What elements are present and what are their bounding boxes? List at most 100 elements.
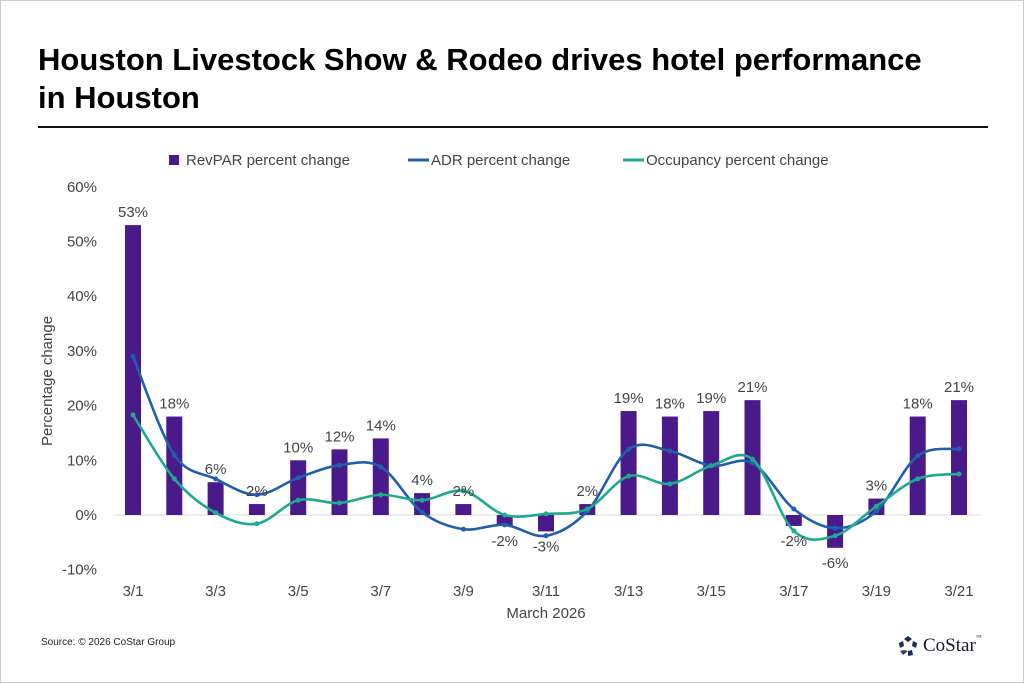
legend-label-adr: ADR percent change	[431, 152, 570, 169]
revpar-bar	[703, 411, 720, 515]
revpar-data-label: 2%	[576, 483, 598, 500]
adr-point	[171, 452, 177, 458]
source-note: Source: © 2026 CoStar Group	[41, 637, 176, 648]
occupancy-point	[130, 412, 136, 418]
y-tick-label: 40%	[67, 288, 97, 305]
y-tick-label: 0%	[75, 507, 97, 524]
adr-point	[626, 446, 632, 452]
revpar-data-label: 53%	[118, 204, 148, 221]
y-tick-label: 50%	[67, 234, 97, 251]
occupancy-point	[915, 476, 921, 482]
adr-point	[667, 448, 673, 454]
y-tick-label: 10%	[67, 452, 97, 469]
revpar-data-label: 21%	[737, 379, 767, 396]
occupancy-point	[584, 506, 590, 512]
revpar-data-label: -2%	[491, 533, 518, 550]
revpar-data-label: 18%	[655, 396, 685, 413]
revpar-data-label: 19%	[696, 390, 726, 407]
legend-swatch-revpar	[169, 155, 179, 165]
occupancy-point	[708, 463, 714, 469]
occupancy-point	[254, 521, 260, 527]
y-tick-label: -10%	[62, 562, 97, 579]
x-tick-label: 3/15	[697, 583, 726, 600]
x-tick-label: 3/9	[453, 583, 474, 600]
revpar-bar	[455, 504, 472, 515]
adr-point	[460, 526, 466, 532]
revpar-bar	[290, 460, 307, 515]
costar-star-icon	[899, 636, 917, 656]
revpar-bar	[538, 515, 554, 532]
revpar-bar	[785, 515, 802, 526]
adr-point	[791, 506, 797, 512]
occupancy-point	[378, 492, 384, 498]
legend: RevPAR percent change ADR percent change…	[169, 152, 829, 169]
revpar-data-label: 19%	[614, 390, 644, 407]
chart-title: Houston Livestock Show & Rodeo drives ho…	[38, 42, 922, 115]
data-labels: 53% 18% 6% 2% 10% 12% 14% 4% 2% -2% -3% 2% 19% 18% 19%…	[118, 204, 974, 572]
occupancy-point	[543, 511, 549, 517]
adr-point	[254, 492, 260, 498]
occupancy-point	[295, 497, 301, 503]
revpar-data-label: -2%	[780, 533, 807, 550]
revpar-bar	[496, 515, 513, 526]
title-divider	[38, 126, 988, 128]
occupancy-point	[832, 533, 838, 539]
adr-point	[543, 533, 549, 539]
y-tick-label: 30%	[67, 343, 97, 360]
revpar-bar	[166, 416, 183, 515]
x-axis: 3/1 3/3 3/5 3/7 3/9 3/11 3/13 3/15 3/17 3/19 3/21	[123, 583, 974, 600]
x-tick-label: 3/17	[779, 583, 808, 600]
legend-label-revpar: RevPAR percent change	[186, 152, 350, 169]
revpar-bars	[125, 225, 967, 548]
occupancy-point	[750, 456, 755, 462]
x-tick-label: 3/7	[370, 583, 391, 600]
x-tick-label: 3/11	[532, 583, 560, 600]
revpar-data-label: -3%	[533, 538, 560, 555]
adr-point	[915, 453, 921, 459]
y-tick-label: 60%	[67, 179, 97, 196]
adr-point	[956, 446, 962, 452]
occupancy-point	[956, 471, 962, 477]
revpar-bar	[125, 225, 141, 515]
adr-point	[337, 462, 342, 468]
adr-point	[213, 476, 219, 482]
occupancy-point	[626, 473, 632, 479]
adr-point	[130, 353, 136, 359]
y-axis-title: Percentage change	[39, 316, 56, 446]
x-axis-title: March 2026	[506, 605, 585, 622]
revpar-data-label: 4%	[411, 472, 433, 489]
x-tick-label: 3/13	[614, 583, 643, 600]
occupancy-point	[337, 500, 342, 506]
adr-point	[378, 464, 384, 470]
y-axis: -10% 0% 10% 20% 30% 40% 50% 60%	[62, 179, 981, 579]
occupancy-point	[419, 497, 425, 503]
revpar-bar	[372, 438, 389, 515]
revpar-data-label: 18%	[903, 396, 933, 413]
adr-point	[295, 475, 301, 481]
adr-point	[832, 525, 838, 531]
x-tick-label: 3/21	[944, 583, 973, 600]
logo-trademark: ™	[975, 635, 982, 641]
occupancy-point	[873, 503, 879, 509]
x-tick-label: 3/3	[205, 583, 226, 600]
occupancy-point	[667, 481, 673, 487]
revpar-data-label: 2%	[453, 483, 475, 500]
adr-point	[502, 522, 508, 528]
revpar-data-label: -6%	[822, 555, 849, 572]
occupancy-point	[171, 476, 177, 482]
logo-wordmark: CoStar	[923, 635, 976, 656]
revpar-bar	[207, 482, 224, 515]
revpar-bar	[661, 416, 678, 515]
occupancy-point	[791, 528, 797, 534]
revpar-data-label: 6%	[205, 461, 227, 478]
occupancy-point	[460, 488, 466, 494]
costar-logo: CoStar™	[897, 635, 982, 657]
revpar-data-label: 18%	[159, 396, 189, 413]
revpar-bar	[951, 400, 967, 515]
logo-text: CoStar™	[923, 635, 982, 657]
revpar-bar	[248, 504, 265, 515]
occupancy-point	[213, 510, 219, 516]
revpar-data-label: 12%	[324, 428, 354, 445]
revpar-bar	[620, 411, 637, 515]
